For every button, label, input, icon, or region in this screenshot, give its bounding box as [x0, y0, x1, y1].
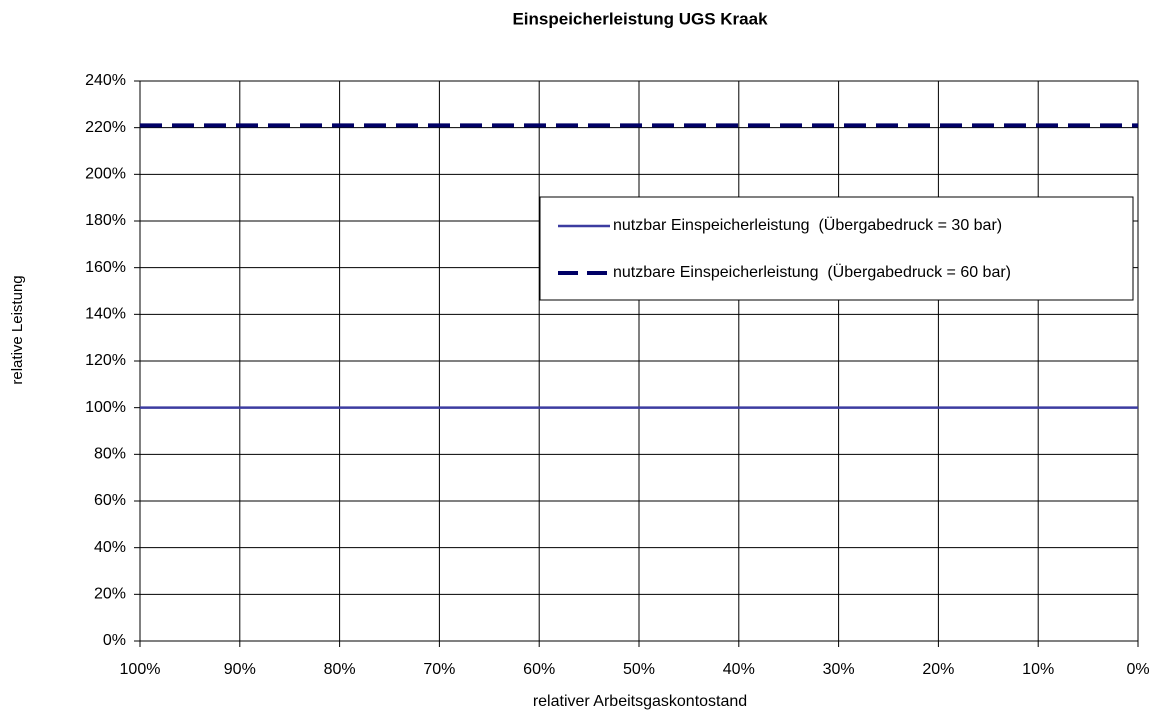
x-tick-label: 20% [922, 661, 954, 678]
y-tick-label: 0% [103, 632, 126, 649]
y-axis-label: relative Leistung [9, 275, 26, 384]
y-tick-label: 180% [85, 212, 126, 229]
x-tick-label: 100% [120, 661, 161, 678]
x-tick-label: 30% [823, 661, 855, 678]
x-tick-label: 70% [423, 661, 455, 678]
y-tick-label: 220% [85, 119, 126, 136]
x-tick-label: 10% [1022, 661, 1054, 678]
y-tick-label: 100% [85, 399, 126, 416]
y-tick-label: 60% [94, 492, 126, 509]
legend-label: nutzbare Einspeicherleistung (Übergabedr… [613, 263, 1011, 281]
y-tick-label: 40% [94, 539, 126, 556]
y-tick-label: 120% [85, 352, 126, 369]
legend-label: nutzbar Einspeicherleistung (Übergabedru… [613, 216, 1002, 234]
chart-title: Einspeicherleistung UGS Kraak [512, 9, 768, 28]
y-tick-label: 160% [85, 259, 126, 276]
x-tick-label: 40% [723, 661, 755, 678]
y-tick-label: 80% [94, 446, 126, 463]
x-tick-label: 90% [224, 661, 256, 678]
y-tick-label: 20% [94, 586, 126, 603]
x-tick-label: 0% [1126, 661, 1149, 678]
legend [539, 196, 1134, 301]
x-axis-label: relativer Arbeitsgaskontostand [533, 693, 747, 710]
x-tick-label: 80% [324, 661, 356, 678]
x-tick-label: 60% [523, 661, 555, 678]
y-tick-label: 200% [85, 166, 126, 183]
y-tick-label: 140% [85, 306, 126, 323]
y-tick-label: 240% [85, 72, 126, 89]
x-tick-label: 50% [623, 661, 655, 678]
